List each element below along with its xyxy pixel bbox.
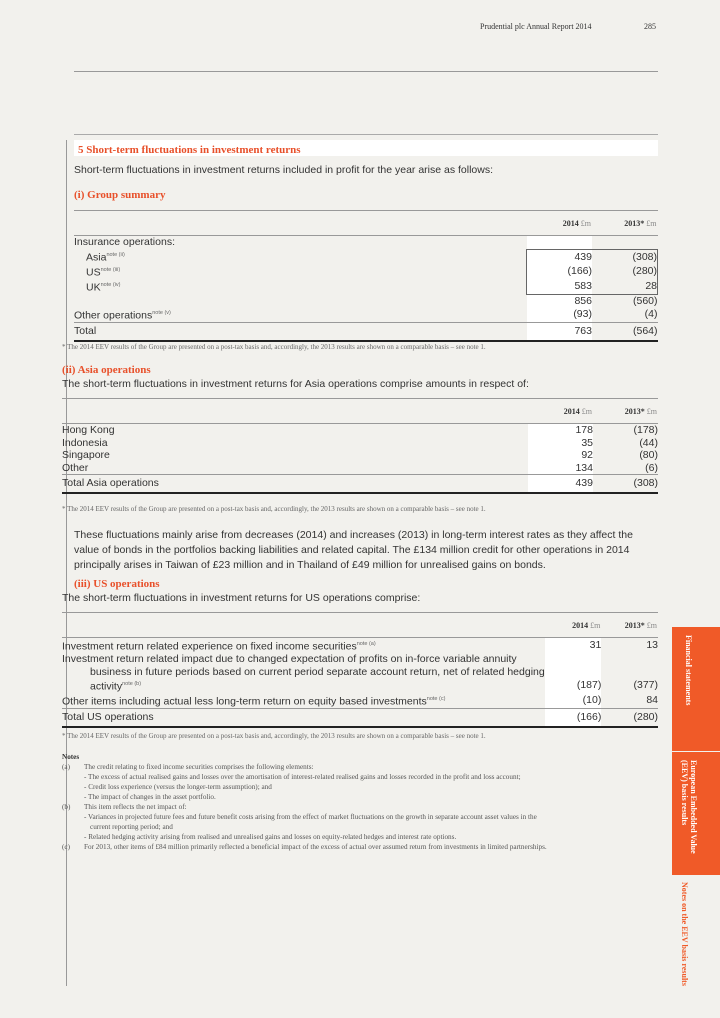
group-summary-title: (i) Group summary bbox=[74, 189, 166, 201]
table-row: USnote (iii) (166) (280) bbox=[86, 264, 658, 279]
us-table: 2014 £m 2013* £m Investment return relate… bbox=[62, 612, 658, 728]
table-row: Other items including actual less long-t… bbox=[62, 693, 658, 709]
total-row: Total US operations (166) (280) bbox=[62, 708, 658, 728]
table-row: Hong Kong 178 (178) bbox=[62, 423, 658, 437]
tab-financial-statements[interactable]: Financial statements bbox=[672, 627, 720, 751]
total-row: Total Asia operations 439 (308) bbox=[62, 474, 658, 494]
us-intro: The short-term fluctuations in investmen… bbox=[62, 592, 421, 604]
table-row: Investment return related impact due to … bbox=[62, 653, 658, 666]
page-number: 285 bbox=[644, 22, 656, 31]
table-row: Investment return related experience on … bbox=[62, 637, 658, 653]
table-row: UKnote (iv) 583 28 bbox=[86, 279, 658, 295]
asia-intro: The short-term fluctuations in investmen… bbox=[62, 378, 529, 390]
footnote: * The 2014 EEV results of the Group are … bbox=[62, 343, 486, 351]
table-row: Other 134 (6) bbox=[62, 461, 658, 475]
tab-notes-eev[interactable]: Notes on the EEV basis results bbox=[680, 882, 689, 986]
table-row: activitynote (b) (187) (377) bbox=[90, 678, 658, 693]
divider bbox=[74, 71, 658, 72]
subtotal-row: 856 (560) bbox=[74, 294, 658, 307]
notes: Notes (a) The credit relating to fixed in… bbox=[62, 753, 547, 851]
table-row: business in future periods based on curr… bbox=[62, 665, 658, 678]
footnote: * The 2014 EEV results of the Group are … bbox=[62, 505, 486, 513]
table-row: Indonesia 35 (44) bbox=[62, 436, 658, 449]
divider bbox=[74, 134, 658, 135]
group-summary-table: 2014 £m 2013* £m Insurance operations: As… bbox=[74, 210, 658, 342]
report-title: Prudential plc Annual Report 2014 bbox=[480, 22, 592, 31]
us-title: (iii) US operations bbox=[74, 578, 160, 590]
table-row: Other operationsnote (v) (93) (4) bbox=[74, 307, 658, 323]
margin-line bbox=[66, 140, 67, 986]
table-row: Singapore 92 (80) bbox=[62, 449, 658, 462]
asia-title: (ii) Asia operations bbox=[62, 364, 151, 376]
footnote: * The 2014 EEV results of the Group are … bbox=[62, 732, 486, 740]
explanation-paragraph: These fluctuations mainly arise from dec… bbox=[74, 529, 633, 571]
tab-eev-basis-results[interactable]: European Embedded Value (EEV) basis resu… bbox=[672, 752, 720, 875]
section-intro: Short-term fluctuations in investment re… bbox=[74, 164, 494, 176]
total-row: Total 763 (564) bbox=[74, 322, 658, 342]
section-title: 5 Short-term fluctuations in investment … bbox=[74, 140, 658, 156]
asia-table: 2014 £m 2013* £m Hong Kong 178 (178) Indone… bbox=[62, 398, 658, 494]
table-row: Asianote (ii) 439 (308) bbox=[86, 248, 658, 264]
